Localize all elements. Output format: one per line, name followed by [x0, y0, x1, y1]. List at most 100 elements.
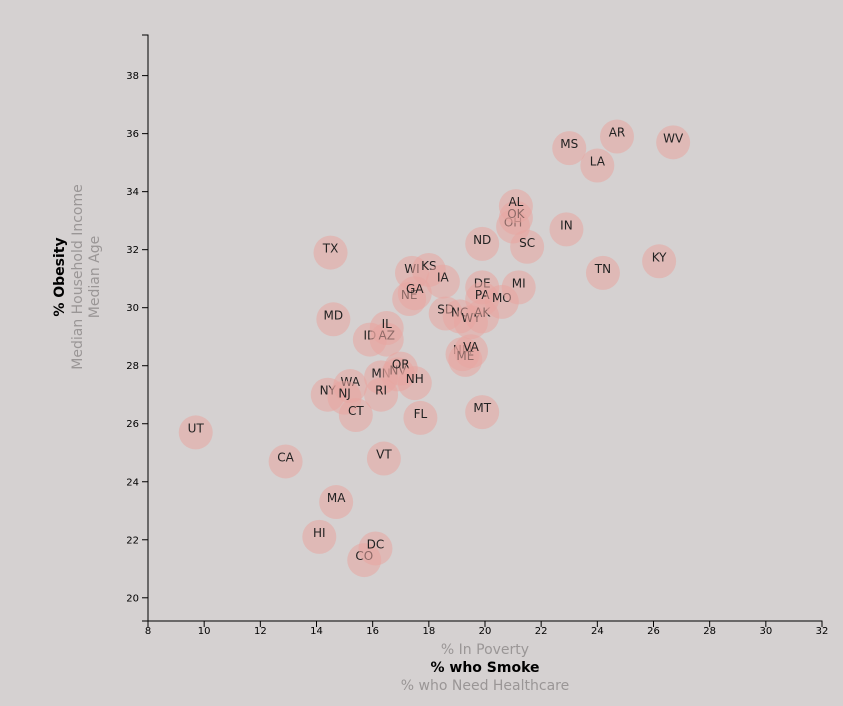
state-label: RI [375, 384, 387, 398]
state-label: KY [652, 250, 667, 264]
data-points: UTCATXMDNYMAHIWANJCTCODCIDAZILMNRIVTNVOR… [178, 119, 691, 578]
x-tick-label: 30 [759, 626, 772, 637]
state-label: SC [519, 236, 535, 250]
state-marker[interactable]: WV [656, 125, 691, 160]
state-label: DC [367, 537, 385, 551]
x-tick-label: 24 [591, 626, 604, 637]
state-marker[interactable]: CT [338, 398, 373, 433]
y-axis-titles: % Obesity Median Household Income Median A… [52, 184, 103, 369]
state-label: UT [188, 421, 205, 435]
state-marker[interactable]: IN [549, 212, 584, 247]
state-marker[interactable]: MI [501, 270, 536, 305]
state-circle[interactable] [549, 212, 584, 247]
x-tick-label: 28 [703, 626, 716, 637]
state-marker[interactable]: FL [403, 400, 438, 435]
state-label: IA [437, 271, 450, 285]
state-label: GA [406, 282, 424, 296]
state-circle[interactable] [580, 148, 615, 183]
state-circle[interactable] [552, 131, 587, 166]
state-circle[interactable] [403, 400, 438, 435]
state-marker[interactable]: VT [366, 441, 401, 476]
x-tick-label: 16 [366, 626, 379, 637]
state-circle[interactable] [268, 444, 303, 479]
state-marker[interactable]: IL [369, 311, 404, 345]
state-circle[interactable] [366, 441, 401, 476]
state-circle[interactable] [369, 311, 404, 345]
y-axis: 20 22 24 26 28 30 32 34 36 38 [126, 34, 149, 622]
state-label: IN [560, 218, 573, 232]
x-axis: 8 10 12 14 16 18 20 22 24 26 28 30 32 [145, 620, 829, 637]
state-marker[interactable]: AR [599, 119, 634, 154]
state-circle[interactable] [178, 415, 213, 450]
state-marker[interactable]: TN [585, 255, 620, 290]
state-circle[interactable] [465, 226, 500, 261]
state-marker[interactable]: IA [425, 264, 460, 299]
state-circle[interactable] [656, 125, 691, 160]
state-label: MI [512, 276, 526, 290]
x-tick-label: 26 [647, 626, 660, 637]
x-axis-title-option[interactable]: % In Poverty [441, 642, 529, 658]
state-circle[interactable] [599, 119, 634, 154]
state-circle[interactable] [498, 189, 533, 224]
state-circle[interactable] [319, 485, 354, 520]
state-circle[interactable] [501, 270, 536, 305]
state-marker[interactable]: ND [465, 226, 500, 261]
state-circle[interactable] [338, 398, 373, 433]
state-circle[interactable] [425, 264, 460, 299]
state-circle[interactable] [316, 302, 351, 337]
x-axis-title-option[interactable]: % who Smoke [430, 660, 539, 676]
state-marker[interactable]: NH [397, 366, 432, 401]
state-label: NH [406, 372, 424, 386]
state-label: AL [508, 195, 523, 209]
state-circle[interactable] [510, 229, 545, 264]
state-marker[interactable]: VA [453, 334, 488, 369]
x-tick-label: 10 [198, 626, 211, 637]
state-label: MA [327, 491, 346, 505]
state-marker[interactable]: DC [358, 531, 393, 566]
state-marker[interactable]: UT [178, 415, 213, 450]
state-marker[interactable]: CA [268, 444, 303, 479]
state-circle[interactable] [397, 366, 432, 401]
y-axis-title-option[interactable]: % Obesity [52, 237, 68, 316]
y-tick-label: 28 [126, 361, 139, 372]
y-tick-label: 20 [126, 593, 139, 604]
state-label: CA [277, 450, 294, 464]
state-marker[interactable]: MT [465, 395, 500, 430]
state-label: FL [414, 407, 428, 421]
state-marker[interactable]: SC [510, 229, 545, 264]
x-tick-label: 20 [479, 626, 492, 637]
state-circle[interactable] [585, 255, 620, 290]
y-tick-label: 24 [126, 477, 139, 488]
state-circle[interactable] [453, 334, 488, 369]
state-marker[interactable]: TX [313, 235, 348, 270]
x-tick-label: 32 [816, 626, 829, 637]
state-marker[interactable]: MA [319, 485, 354, 520]
x-axis-title-option[interactable]: % who Need Healthcare [401, 678, 569, 694]
state-marker[interactable]: AL [498, 189, 533, 224]
state-label: OR [392, 358, 410, 372]
state-circle[interactable] [642, 244, 677, 279]
y-tick-label: 36 [126, 129, 139, 140]
state-label: MD [324, 308, 344, 322]
state-marker[interactable]: HI [302, 519, 337, 554]
state-marker[interactable]: LA [580, 148, 615, 183]
y-axis-title-option[interactable]: Median Age [87, 236, 103, 318]
state-marker[interactable]: KY [642, 244, 677, 279]
y-axis-line [142, 34, 149, 622]
state-marker[interactable]: MS [552, 131, 587, 166]
state-circle[interactable] [302, 519, 337, 554]
state-label: TN [594, 262, 611, 276]
state-label: WV [663, 131, 684, 145]
state-label: MT [473, 401, 491, 415]
y-tick-label: 26 [126, 419, 139, 430]
state-marker[interactable]: MD [316, 302, 351, 337]
y-tick-label: 30 [126, 303, 139, 314]
state-circle[interactable] [358, 531, 393, 566]
y-tick-label: 32 [126, 245, 139, 256]
y-axis-title-option[interactable]: Median Household Income [70, 184, 86, 369]
state-circle[interactable] [465, 395, 500, 430]
x-tick-label: 18 [422, 626, 435, 637]
state-circle[interactable] [313, 235, 348, 270]
y-tick-label: 34 [126, 187, 139, 198]
